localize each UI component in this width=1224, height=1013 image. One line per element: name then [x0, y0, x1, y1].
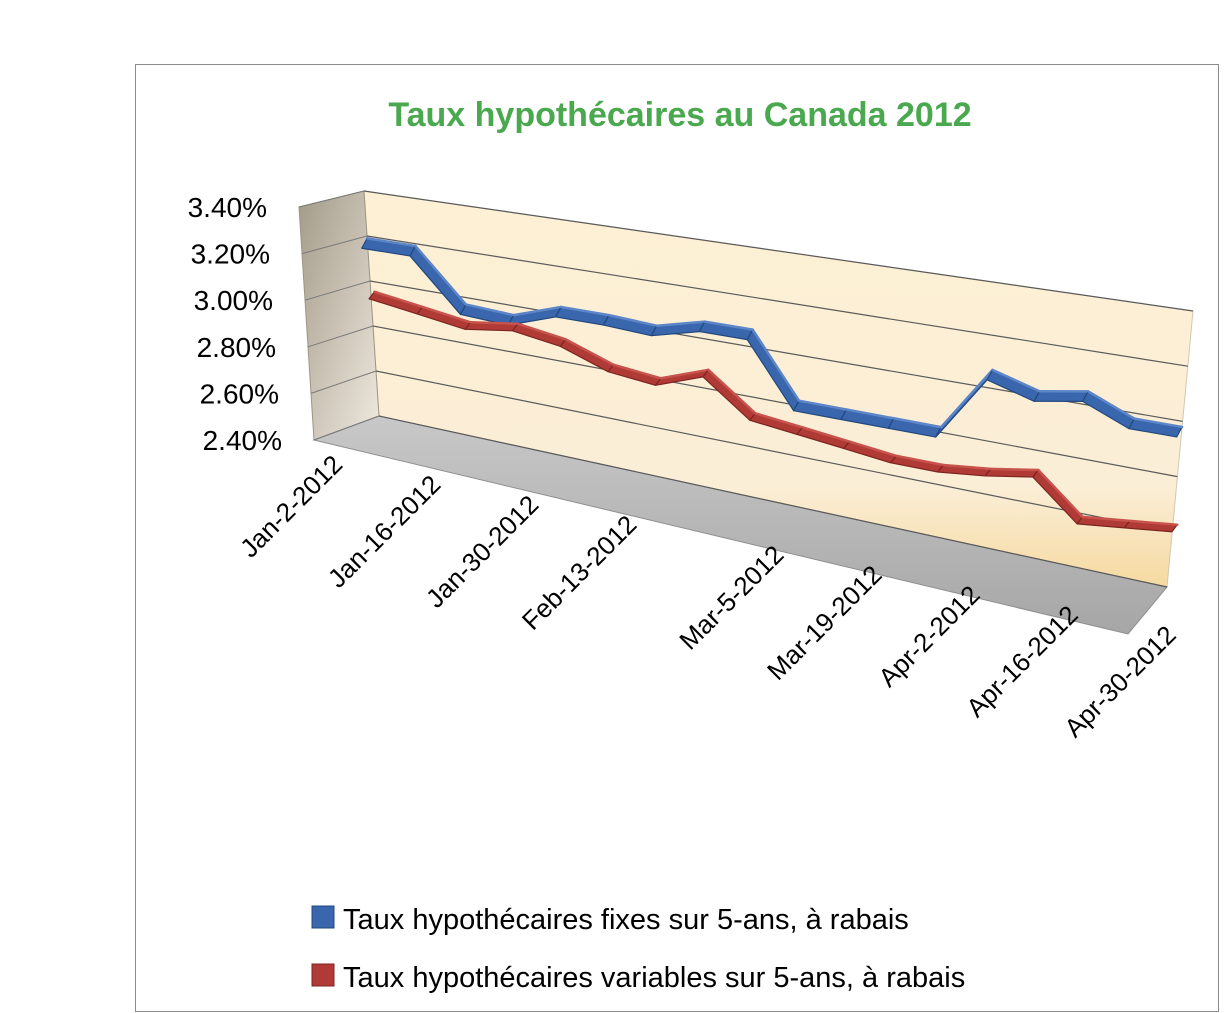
- series-segment-highlight: [1037, 468, 1084, 519]
- series-segment-highlight: [655, 320, 706, 327]
- series-segment-highlight: [559, 305, 611, 317]
- gridline-side: [298, 190, 365, 208]
- series-segment-highlight: [612, 363, 663, 380]
- y-tick-label: 2.80%: [197, 332, 276, 363]
- gridline: [378, 415, 1168, 588]
- x-tick-label: Jan-16-2012: [322, 469, 446, 593]
- series-segment-highlight: [797, 399, 848, 411]
- gridline: [366, 235, 1188, 367]
- series-segment-highlight: [1081, 515, 1132, 523]
- series-segment-highlight: [848, 440, 898, 458]
- legend-label-variable: Taux hypothécaires variables sur 5-ans, …: [343, 962, 965, 994]
- series-segment-highlight: [1133, 417, 1184, 429]
- chart-frame: 3.40% 3.20% 3.00% 2.80% 2.60% 2.40% Jan-2-201…: [135, 64, 1219, 1012]
- series-segment-highlight: [845, 408, 895, 420]
- gridline-side: [313, 415, 380, 441]
- series-segment-highlight: [516, 322, 567, 341]
- gridline-side: [304, 280, 371, 301]
- series-segment-highlight: [751, 328, 801, 402]
- series-segment-highlight: [421, 305, 472, 324]
- series-segment-highlight: [801, 426, 851, 443]
- y-tick-label: 3.20%: [191, 239, 270, 270]
- x-tick-label: Mar-19-2012: [761, 559, 887, 685]
- chart-svg: 3.40% 3.20% 3.00% 2.80% 2.60% 2.40% Jan-2-201…: [188, 96, 1194, 994]
- gridline-side: [307, 325, 374, 348]
- series-segment-highlight: [373, 290, 424, 309]
- y-tick-label: 2.40%: [203, 425, 282, 456]
- x-tick-label: Jan-2-2012: [234, 449, 348, 563]
- series-segment-highlight: [892, 417, 943, 429]
- legend-swatch-fixed: [311, 905, 335, 929]
- x-tick-label: Apr-2-2012: [872, 579, 985, 692]
- series-segment-highlight: [1128, 519, 1179, 527]
- series-segment-highlight: [414, 244, 468, 306]
- series-segment-highlight: [512, 305, 563, 317]
- series-segment-highlight: [564, 338, 615, 366]
- gridline: [372, 325, 1178, 478]
- gridline: [375, 370, 1173, 533]
- y-tick-label: 3.40%: [188, 192, 267, 223]
- gridline-side: [301, 235, 368, 255]
- x-tick-label: Apr-16-2012: [960, 599, 1083, 722]
- gridline-side: [310, 370, 377, 394]
- series-segment-highlight: [894, 454, 945, 467]
- chart-title: Taux hypothécaires au Canada 2012: [388, 96, 971, 134]
- series-segment-highlight: [469, 321, 520, 326]
- series-segment-highlight: [991, 368, 1041, 393]
- series-segment-highlight: [942, 463, 992, 471]
- x-tick-label: Mar-5-2012: [673, 539, 789, 655]
- x-tick-label: Jan-30-2012: [420, 489, 544, 613]
- gridline: [363, 190, 1194, 312]
- legend-label-fixed: Taux hypothécaires fixes sur 5-ans, à ra…: [343, 904, 909, 936]
- x-tick-label: Apr-30-2012: [1058, 620, 1181, 743]
- series-segment-highlight: [754, 412, 804, 429]
- series-segment-highlight: [607, 313, 659, 327]
- series-segment-highlight: [365, 237, 417, 248]
- x-tick-label: Feb-13-2012: [516, 509, 642, 635]
- series-segment: [1033, 390, 1089, 402]
- series-segment-highlight: [707, 368, 757, 415]
- series-segment-highlight: [659, 368, 710, 380]
- series-segment-highlight: [703, 320, 754, 331]
- series-segment-highlight: [939, 368, 994, 429]
- series-segment-highlight: [989, 467, 1040, 472]
- y-tick-label: 2.60%: [200, 378, 279, 409]
- y-tick-label: 3.00%: [194, 285, 273, 316]
- series-segment-highlight: [464, 303, 515, 317]
- series-segment-highlight: [1086, 390, 1136, 420]
- legend-swatch-variable: [311, 963, 335, 987]
